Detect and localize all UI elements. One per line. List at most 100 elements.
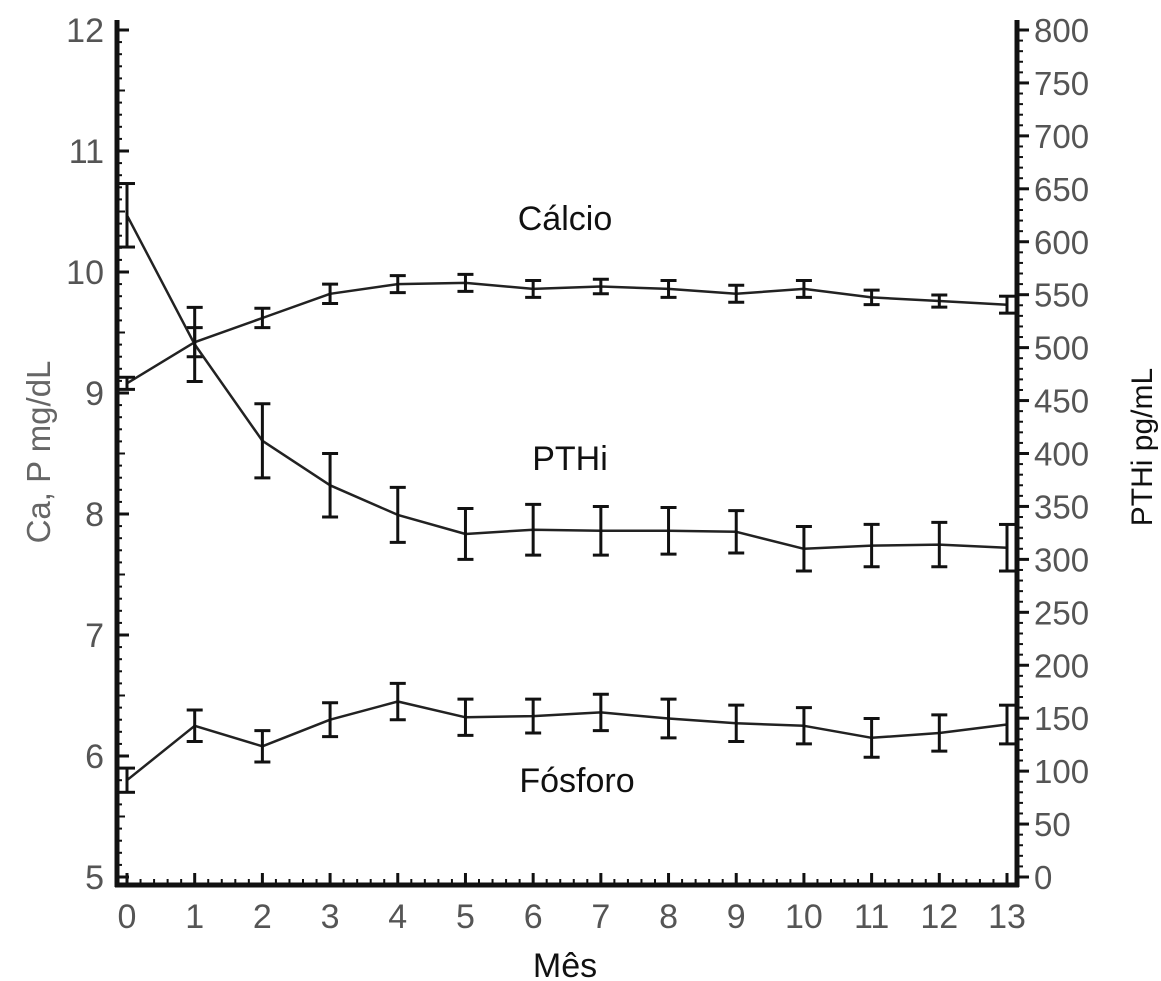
error-bar-pthi: [863, 522, 880, 569]
data-point-fosforo: [734, 721, 738, 725]
x-tick-label: 10: [785, 898, 823, 936]
data-point-fosforo: [599, 710, 603, 714]
error-bar-pthi: [999, 522, 1015, 573]
error-bar-pthi: [660, 505, 677, 556]
y-right-tick-label: 600: [1034, 224, 1089, 261]
data-point-calcio: [734, 292, 738, 296]
error-bar-fosforo: [119, 766, 135, 794]
error-bar-calcio: [660, 278, 677, 299]
error-bar-pthi: [254, 402, 271, 480]
x-tick-label: 12: [920, 898, 958, 936]
error-bar-fosforo: [186, 708, 203, 743]
data-point-calcio: [531, 287, 535, 291]
data-point-calcio: [870, 295, 874, 299]
data-point-fosforo: [531, 714, 535, 718]
y-right-tick-label: 300: [1034, 541, 1089, 578]
series-layer: [119, 182, 1015, 794]
x-tick-label: 13: [988, 898, 1026, 936]
error-bar-calcio: [795, 278, 812, 299]
x-tick-label: 9: [727, 898, 746, 936]
data-point-pthi: [802, 547, 806, 551]
data-point-calcio: [802, 287, 806, 291]
error-bar-fosforo: [389, 681, 406, 722]
y-right-tick-label: 750: [1034, 65, 1089, 102]
error-bar-calcio: [863, 288, 880, 307]
series-line-calcio: [126, 281, 1008, 385]
data-point-calcio: [667, 287, 671, 291]
data-point-pthi: [463, 532, 467, 536]
series-line-fosforo: [126, 700, 1008, 782]
error-bar-calcio: [119, 375, 135, 391]
data-point-pthi: [667, 529, 671, 533]
data-point-fosforo: [193, 724, 197, 728]
label-layer: Cálcio PTHi Fósforo: [518, 200, 635, 800]
data-point-fosforo: [328, 718, 332, 722]
y-right-tick-label: 400: [1034, 436, 1089, 473]
error-bar-fosforo: [999, 703, 1015, 746]
error-bar-calcio: [931, 293, 948, 309]
data-point-fosforo: [802, 724, 806, 728]
error-bar-calcio: [254, 306, 271, 330]
y-right-tick-label: 250: [1034, 594, 1089, 631]
y-left-tick-label: 5: [85, 859, 104, 897]
y-right-tick-label: 500: [1034, 330, 1089, 367]
y-left-axis-title: Ca, P mg/dL: [20, 361, 57, 544]
error-bar-pthi: [592, 504, 609, 557]
y-right-tick-label: 50: [1034, 806, 1071, 843]
data-point-fosforo: [1005, 723, 1009, 727]
data-point-pthi: [125, 213, 129, 217]
data-point-pthi: [396, 513, 400, 517]
x-tick-label: 6: [524, 898, 543, 936]
data-point-pthi: [937, 543, 941, 547]
error-bar-fosforo: [457, 697, 474, 737]
x-tick-label: 8: [659, 898, 678, 936]
y-left-tick-label: 9: [85, 375, 104, 413]
y-left-tick-label: 8: [85, 496, 104, 534]
series-line-pthi: [125, 214, 1008, 551]
y-right-tick-label: 200: [1034, 647, 1089, 684]
series-label-fosforo: Fósforo: [519, 762, 634, 800]
error-bar-fosforo: [795, 706, 812, 746]
data-point-calcio: [125, 381, 129, 385]
x-tick-label: 4: [388, 898, 407, 936]
data-point-pthi: [1005, 546, 1009, 550]
data-point-calcio: [463, 281, 467, 285]
error-bar-fosforo: [525, 697, 542, 735]
data-point-pthi: [193, 342, 197, 346]
x-tick-label: 2: [253, 898, 272, 936]
data-point-pthi: [870, 544, 874, 548]
x-tick-label: 1: [185, 898, 204, 936]
x-tick-label: 0: [118, 898, 137, 936]
error-bar-pthi: [525, 502, 542, 557]
error-bar-fosforo: [322, 701, 339, 739]
x-tick-label: 5: [456, 898, 475, 936]
series-label-pthi: PTHi: [532, 440, 608, 478]
data-point-fosforo: [463, 715, 467, 719]
data-point-calcio: [937, 299, 941, 303]
y-right-tick-label: 0: [1034, 859, 1052, 896]
error-bar-fosforo: [592, 692, 609, 733]
y-right-tick-label: 450: [1034, 383, 1089, 420]
y-right-tick-label: 650: [1034, 171, 1089, 208]
error-bar-fosforo: [660, 697, 677, 740]
data-point-pthi: [260, 439, 264, 443]
data-point-calcio: [599, 285, 603, 289]
y-right-tick-label: 800: [1034, 12, 1089, 49]
data-point-pthi: [599, 529, 603, 533]
data-point-calcio: [328, 292, 332, 296]
error-bar-calcio: [389, 274, 406, 295]
y-left-tick-label: 6: [85, 738, 104, 776]
error-bar-pthi: [457, 507, 474, 561]
error-bar-pthi: [186, 305, 203, 384]
y-right-tick-label: 100: [1034, 753, 1089, 790]
data-point-fosforo: [260, 744, 264, 748]
x-tick-label: 3: [321, 898, 340, 936]
data-point-calcio: [260, 316, 264, 320]
data-point-pthi: [328, 483, 332, 487]
series-label-calcio: Cálcio: [518, 200, 612, 238]
error-bar-pthi: [795, 525, 812, 573]
y-left-tick-label: 12: [66, 12, 104, 50]
error-bar-fosforo: [863, 716, 880, 759]
data-point-calcio: [396, 282, 400, 286]
y-right-tick-label: 350: [1034, 488, 1089, 525]
